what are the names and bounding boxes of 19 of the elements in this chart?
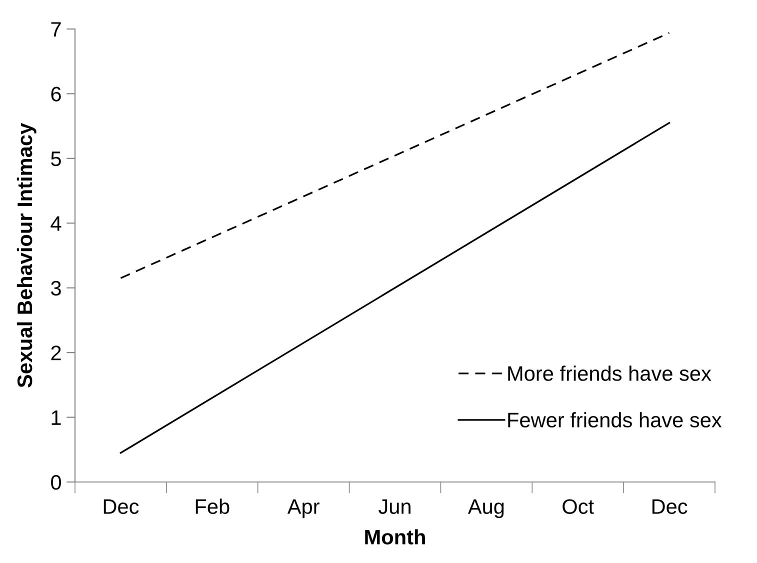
y-tick-label: 7 (51, 22, 61, 37)
x-tick-label: Apr (287, 499, 320, 518)
x-axis-title: Month (365, 529, 425, 544)
x-tick-label: Aug (468, 499, 504, 518)
x-tick-label: Oct (562, 499, 594, 514)
legend-label: More friends have sex (508, 366, 712, 381)
y-tick-label: 4 (50, 216, 62, 231)
x-tick-label: Dec (652, 499, 688, 514)
x-tick-label: Dec (104, 499, 139, 514)
y-tick-label: 5 (51, 152, 61, 166)
y-tick-label: 3 (51, 280, 61, 296)
y-tick-label: 6 (51, 86, 61, 102)
y-tick-label: 2 (51, 346, 61, 360)
y-tick-label: 0 (51, 475, 61, 490)
x-tick-label: Jun (378, 499, 410, 514)
x-tick-label: Feb (196, 498, 230, 514)
y-tick-label: 1 (52, 410, 61, 425)
y-axis-title: Sexual Behaviour Intimacy (16, 123, 36, 388)
legend-label: Fewer friends have sex (508, 412, 722, 428)
